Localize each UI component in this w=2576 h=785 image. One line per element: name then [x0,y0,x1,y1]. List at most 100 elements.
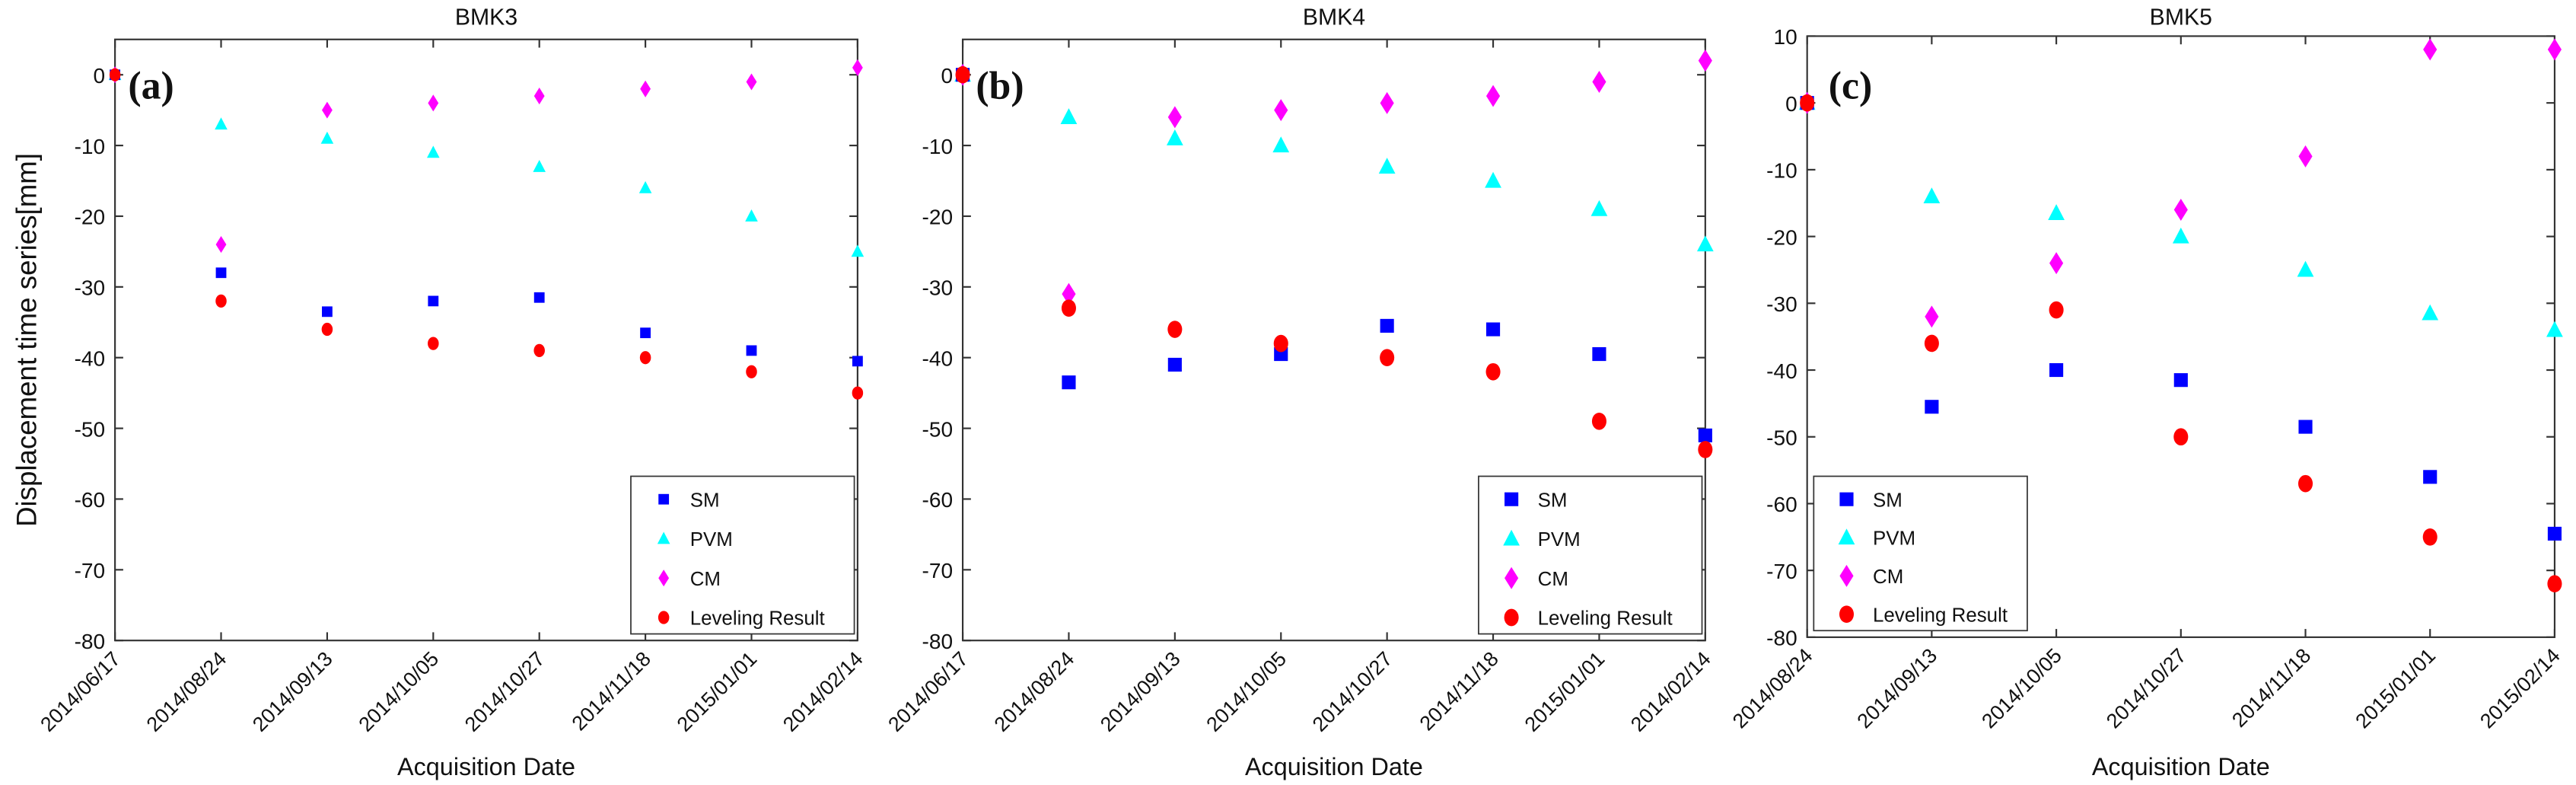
x-tick-label: 2014/09/13 [1096,647,1185,736]
legend-marker [1504,608,1519,627]
data-point [2422,304,2439,321]
data-point [1485,171,1501,188]
y-tick-label: -70 [1766,560,1797,583]
y-tick-label: -60 [1766,493,1797,516]
series-pvm [108,68,865,257]
data-point [215,236,227,254]
series-sm [1800,96,2562,541]
x-tick-label: 2014/11/18 [568,647,655,735]
y-tick-label: -40 [1766,359,1797,383]
data-point [640,327,651,339]
y-tick-label: -60 [922,488,954,512]
legend-label: PVM [1538,529,1581,550]
y-tick-label: -20 [922,206,954,229]
y-tick-label: -70 [75,559,106,582]
y-axis-label: Displacement time series[mm] [11,153,42,527]
panel-0: BMK3 (a) 0 -10 -20 -30 -40 -50 -60 -70 -802014/06/… [36,5,867,780]
data-point [1380,91,1394,114]
y-tick-label: -50 [75,417,106,441]
legend-marker [1505,566,1519,589]
y-tick-label: -60 [75,488,106,512]
data-point [1698,428,1712,442]
legend-marker [658,611,670,624]
data-point [1378,158,1396,174]
data-point [2546,321,2563,337]
x-tick-label: 2015/02/14 [2476,644,2565,733]
x-tick-label: 2014/10/05 [1202,647,1291,736]
legend: SM PVM CM Leveling Result [1478,475,1703,635]
panel-1: BMK4 (b) 0 -10 -20 -30 -40 -50 -60 -70 -802014/06/… [884,5,1715,780]
data-point [322,306,333,318]
data-point [1925,305,1939,328]
data-point [955,65,970,84]
data-point [2172,227,2189,244]
x-tick-label: 2015/01/01 [673,647,762,736]
y-tick-label: -20 [75,206,106,229]
data-point [1167,321,1183,338]
data-point [2049,252,2064,275]
legend-label: PVM [1873,528,1915,550]
legend-marker [658,570,670,587]
data-point [320,131,334,144]
data-point [1274,99,1288,122]
data-point [533,292,545,303]
x-tick-label: 2014/10/27 [2102,644,2191,733]
legend-label: Leveling Result [1538,608,1673,630]
series-cm [110,59,863,254]
data-point [215,117,228,130]
data-point [1167,357,1182,372]
chart-title: BMK3 [455,5,517,30]
data-point [2049,301,2064,319]
series-leveling-result [1800,94,2562,593]
data-point [638,180,652,193]
data-point [321,322,333,337]
plot-frame [114,38,858,642]
x-tick-label: 2014/06/17 [884,647,973,736]
data-point [1167,106,1182,129]
y-tick-label: 0 [94,64,106,88]
legend-marker [1838,528,1855,545]
data-point [1380,318,1394,333]
panel-label: (a) [128,64,174,107]
legend-label: CM [690,569,721,590]
legend-marker [1503,529,1520,546]
legend-label: PVM [690,529,733,550]
y-tick-label: -30 [1766,292,1797,316]
data-point [2173,428,2189,446]
data-point [1062,282,1076,305]
legend-label: Leveling Result [1873,605,2008,626]
data-point [2422,528,2437,546]
y-tick-label: -40 [922,346,954,370]
y-tick-label: -10 [75,135,106,158]
data-point [215,294,227,308]
plot-frame [961,38,1706,642]
series-pvm [954,65,1714,252]
data-point [2298,420,2313,434]
legend-label: SM [690,490,720,511]
x-tick-label: 2015/01/01 [1520,647,1610,736]
data-point [1800,94,1815,112]
legend-label: SM [1538,490,1568,511]
data-point [852,59,863,76]
legend-label: CM [1873,566,1903,588]
x-tick-label: 2014/06/17 [36,647,125,736]
y-tick-label: -30 [75,276,106,300]
data-point [2423,38,2437,61]
series-cm [955,49,1712,305]
legend-label: SM [1873,490,1903,511]
legend: SM PVM CM Leveling Result [630,475,855,635]
data-point [1590,199,1608,216]
data-point [1485,85,1501,107]
data-point [2173,373,2188,388]
legend-marker [1839,605,1855,624]
x-tick-label: 2014/02/14 [779,647,868,736]
data-point [1062,375,1076,390]
data-point [533,159,546,172]
x-tick-label: 2015/01/01 [2351,644,2440,733]
x-tick-label: 2014/10/05 [354,647,443,736]
x-tick-label: 2014/10/27 [460,647,549,736]
data-point [1696,235,1714,252]
y-tick-label: -40 [75,346,106,370]
data-point [533,88,545,105]
